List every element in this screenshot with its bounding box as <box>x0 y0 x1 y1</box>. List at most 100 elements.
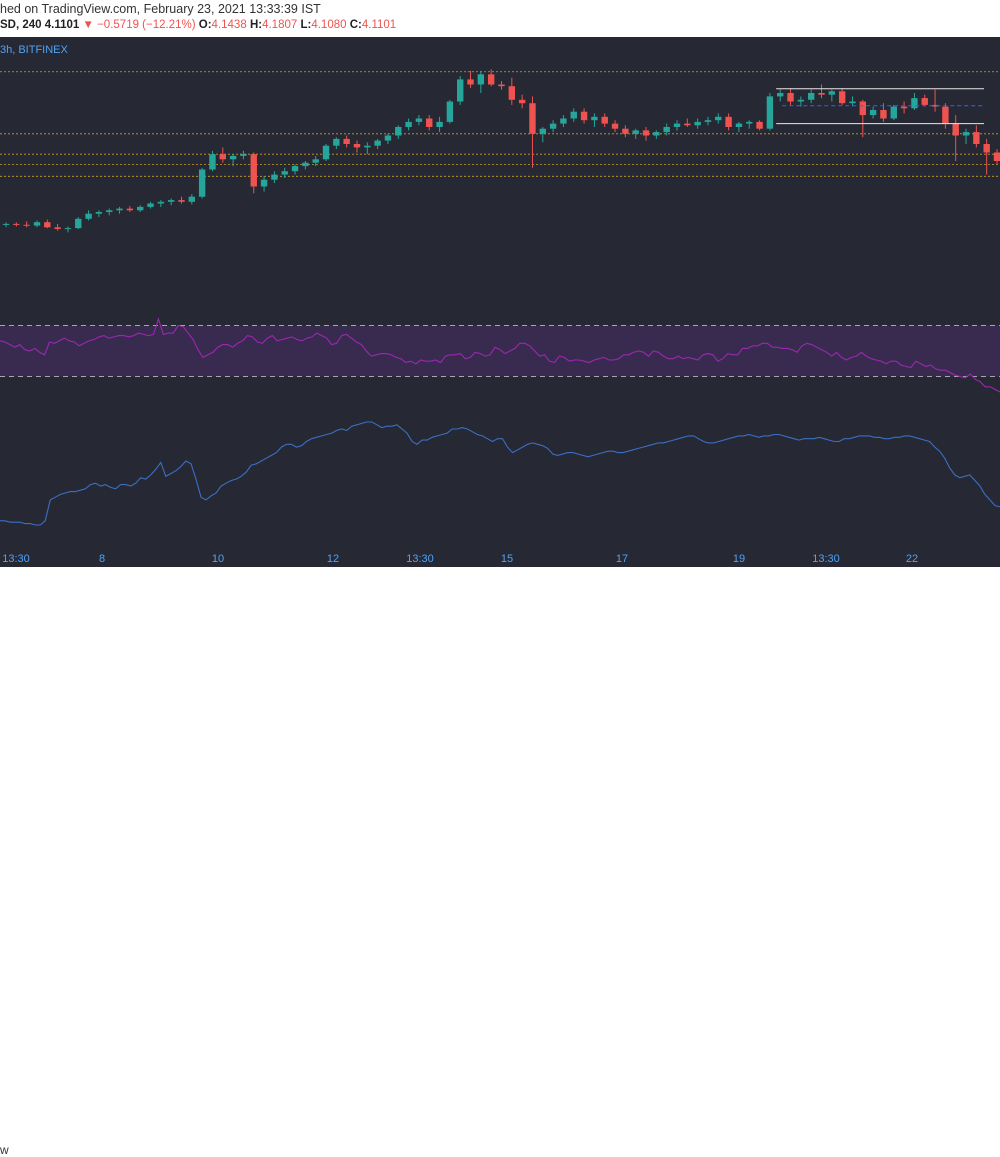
close-label: C: <box>349 19 362 31</box>
candle-body <box>663 127 670 133</box>
candle-body <box>477 74 485 85</box>
candle-body <box>384 135 392 141</box>
candle-body <box>271 174 278 180</box>
candle-body <box>993 152 1000 161</box>
candle-body <box>136 206 144 211</box>
candle-body <box>931 104 939 107</box>
candle-body <box>642 130 650 136</box>
candle-body <box>374 140 381 146</box>
rsi-band <box>0 325 1000 377</box>
candle-body <box>457 79 464 102</box>
candle-body <box>818 93 825 95</box>
x-axis-tick-label: 22 <box>906 553 918 565</box>
candle-body <box>694 121 701 126</box>
candle-body <box>415 118 423 122</box>
candle-body <box>983 144 990 153</box>
candle-body <box>684 123 691 126</box>
chart-area[interactable]: 13:30 8 10 12 13:30 15 17 19 13:30 22 <box>0 37 1000 567</box>
x-axis-tick-label: 12 <box>327 553 339 565</box>
x-axis-tick-label: 10 <box>212 553 224 565</box>
candle-body <box>95 212 103 214</box>
candle-body <box>178 200 185 202</box>
chart-canvas[interactable]: 13:30 8 10 12 13:30 15 17 19 13:30 22 <box>0 37 1000 567</box>
candle-body <box>756 121 763 129</box>
candle-body <box>704 120 712 122</box>
candle-body <box>302 162 309 167</box>
x-axis-tick-label: 15 <box>501 553 513 565</box>
candle-body <box>75 218 82 229</box>
candle-body <box>126 208 134 211</box>
candle-body <box>487 74 495 85</box>
candle-body <box>611 123 619 129</box>
candle-body <box>333 138 340 146</box>
candle-body <box>343 138 350 144</box>
candle-body <box>85 213 92 219</box>
candle-body <box>632 130 639 134</box>
candle-body <box>828 91 836 95</box>
candle-body <box>549 123 557 129</box>
x-axis-tick-label: 13:30 <box>2 553 30 565</box>
candle-body <box>2 223 10 225</box>
x-axis-tick-label: 17 <box>616 553 628 565</box>
candle-body <box>116 208 123 211</box>
candle-body <box>13 223 20 225</box>
candle-body <box>167 200 175 202</box>
candle-body <box>436 121 443 127</box>
high-value: 4.1807 <box>262 19 298 31</box>
candle-body <box>405 121 412 127</box>
candle-body <box>426 118 433 127</box>
candle-body <box>735 123 743 127</box>
candle-body <box>54 227 61 229</box>
ohlc-readout: SD, 240 4.1101 ▼ −0.5719 (−12.21%) O: 4.1… <box>0 19 396 31</box>
candle-body <box>673 123 681 127</box>
candle-body <box>715 116 722 121</box>
low-value: 4.1080 <box>311 19 347 31</box>
candle-body <box>900 106 908 109</box>
candle-body <box>353 144 361 148</box>
candle-body <box>952 123 959 136</box>
chart-footer: w <box>0 567 1000 1157</box>
candle-body <box>446 101 454 122</box>
candle-body <box>591 116 598 121</box>
candle-body <box>880 110 887 119</box>
candle-body <box>44 222 51 228</box>
candle-body <box>240 154 247 156</box>
candle-body <box>653 132 660 136</box>
candle-body <box>260 179 268 187</box>
last-price: 4.1101 <box>44 19 80 31</box>
candle-body <box>198 169 206 197</box>
candle-body <box>942 106 949 124</box>
candle-body <box>622 128 629 134</box>
candle-body <box>312 159 319 163</box>
candle-body <box>250 154 257 187</box>
candle-body <box>766 96 774 129</box>
candle-body <box>467 79 474 85</box>
candle-body <box>539 128 546 134</box>
candle-body <box>838 91 846 104</box>
pair-label: SD, 240 <box>0 19 42 31</box>
x-axis-tick-label: 19 <box>733 553 745 565</box>
candle-body <box>147 203 154 207</box>
publish-info: hed on TradingView.com, February 23, 202… <box>0 2 321 16</box>
candle-body <box>529 103 536 134</box>
open-label: O: <box>198 19 212 31</box>
candle-body <box>787 93 794 102</box>
candle-body <box>33 222 41 226</box>
obv-line <box>0 421 1000 526</box>
candle-body <box>209 154 216 170</box>
candle-body <box>229 155 237 160</box>
candle-body <box>797 99 805 102</box>
candle-body <box>849 101 856 104</box>
candle-body <box>188 196 196 202</box>
candle-body <box>962 132 970 136</box>
candle-body <box>580 111 588 121</box>
price-change: ▼ −0.5719 (−12.21%) <box>82 19 196 31</box>
candle-body <box>777 93 784 97</box>
candle-body <box>725 116 732 127</box>
candle-body <box>395 127 402 136</box>
candle-body <box>508 86 516 100</box>
candle-body <box>869 110 877 116</box>
candle-body <box>322 145 330 160</box>
candle-body <box>746 121 753 124</box>
candle-body <box>281 171 288 175</box>
